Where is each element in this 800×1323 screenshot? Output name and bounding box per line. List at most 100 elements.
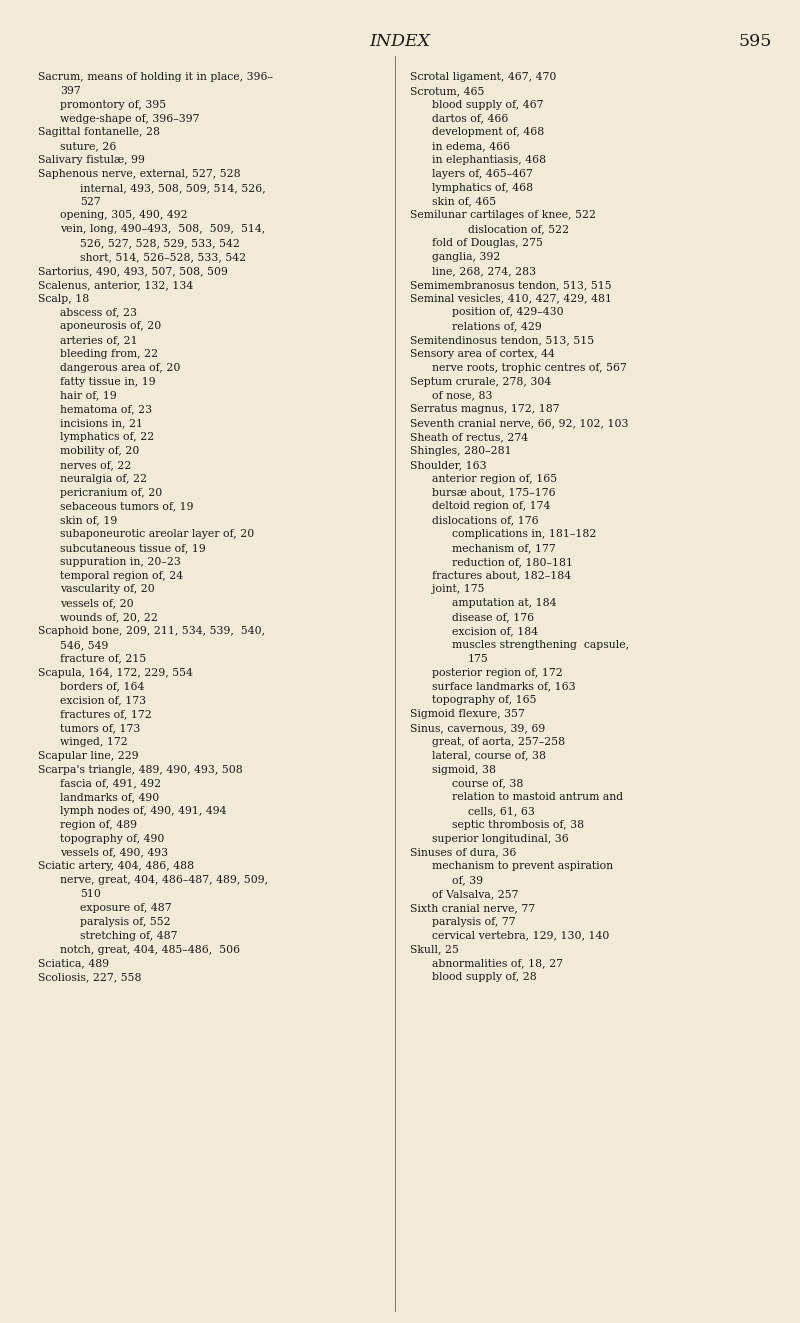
Text: Semitendinosus tendon, 513, 515: Semitendinosus tendon, 513, 515: [410, 335, 594, 345]
Text: Scapular line, 229: Scapular line, 229: [38, 750, 138, 761]
Text: posterior region of, 172: posterior region of, 172: [432, 668, 562, 677]
Text: wedge-shape of, 396–397: wedge-shape of, 396–397: [60, 114, 199, 123]
Text: topography of, 490: topography of, 490: [60, 833, 164, 844]
Text: hematoma of, 23: hematoma of, 23: [60, 405, 152, 414]
Text: promontory of, 395: promontory of, 395: [60, 99, 166, 110]
Text: Shoulder, 163: Shoulder, 163: [410, 460, 486, 470]
Text: excision of, 184: excision of, 184: [452, 626, 538, 636]
Text: Sagittal fontanelle, 28: Sagittal fontanelle, 28: [38, 127, 160, 138]
Text: Sciatic artery, 404, 486, 488: Sciatic artery, 404, 486, 488: [38, 861, 194, 872]
Text: Sinus, cavernous, 39, 69: Sinus, cavernous, 39, 69: [410, 722, 546, 733]
Text: arteries of, 21: arteries of, 21: [60, 335, 138, 345]
Text: Sinuses of dura, 36: Sinuses of dura, 36: [410, 848, 516, 857]
Text: in edema, 466: in edema, 466: [432, 142, 510, 151]
Text: dislocation of, 522: dislocation of, 522: [468, 225, 569, 234]
Text: stretching of, 487: stretching of, 487: [80, 930, 178, 941]
Text: 595: 595: [738, 33, 772, 50]
Text: Sensory area of cortex, 44: Sensory area of cortex, 44: [410, 349, 555, 359]
Text: of, 39: of, 39: [452, 876, 483, 885]
Text: subaponeurotic areolar layer of, 20: subaponeurotic areolar layer of, 20: [60, 529, 254, 538]
Text: position of, 429–430: position of, 429–430: [452, 307, 564, 318]
Text: surface landmarks of, 163: surface landmarks of, 163: [432, 681, 576, 692]
Text: Scrotal ligament, 467, 470: Scrotal ligament, 467, 470: [410, 71, 556, 82]
Text: winged, 172: winged, 172: [60, 737, 128, 746]
Text: ganglia, 392: ganglia, 392: [432, 253, 500, 262]
Text: INDEX: INDEX: [370, 33, 430, 50]
Text: 526, 527, 528, 529, 533, 542: 526, 527, 528, 529, 533, 542: [80, 238, 240, 249]
Text: landmarks of, 490: landmarks of, 490: [60, 792, 159, 802]
Text: joint, 175: joint, 175: [432, 585, 485, 594]
Text: hair of, 19: hair of, 19: [60, 390, 117, 401]
Text: fascia of, 491, 492: fascia of, 491, 492: [60, 778, 161, 789]
Text: tumors of, 173: tumors of, 173: [60, 722, 140, 733]
Text: Scalenus, anterior, 132, 134: Scalenus, anterior, 132, 134: [38, 279, 194, 290]
Text: Sheath of rectus, 274: Sheath of rectus, 274: [410, 433, 528, 442]
Text: aponeurosis of, 20: aponeurosis of, 20: [60, 321, 162, 331]
Text: Semilunar cartilages of knee, 522: Semilunar cartilages of knee, 522: [410, 210, 596, 221]
Text: neuralgia of, 22: neuralgia of, 22: [60, 474, 147, 484]
Text: Scarpa's triangle, 489, 490, 493, 508: Scarpa's triangle, 489, 490, 493, 508: [38, 765, 242, 774]
Text: 546, 549: 546, 549: [60, 640, 108, 650]
Text: deltoid region of, 174: deltoid region of, 174: [432, 501, 550, 512]
Text: vein, long, 490–493,  508,  509,  514,: vein, long, 490–493, 508, 509, 514,: [60, 225, 266, 234]
Text: 510: 510: [80, 889, 101, 900]
Text: dartos of, 466: dartos of, 466: [432, 114, 508, 123]
Text: Sartorius, 490, 493, 507, 508, 509: Sartorius, 490, 493, 507, 508, 509: [38, 266, 228, 277]
Text: anterior region of, 165: anterior region of, 165: [432, 474, 557, 484]
Text: fold of Douglas, 275: fold of Douglas, 275: [432, 238, 543, 249]
Text: Seventh cranial nerve, 66, 92, 102, 103: Seventh cranial nerve, 66, 92, 102, 103: [410, 418, 629, 429]
Text: complications in, 181–182: complications in, 181–182: [452, 529, 596, 538]
Text: incisions in, 21: incisions in, 21: [60, 418, 143, 429]
Text: of Valsalva, 257: of Valsalva, 257: [432, 889, 518, 900]
Text: Scoliosis, 227, 558: Scoliosis, 227, 558: [38, 972, 142, 982]
Text: suture, 26: suture, 26: [60, 142, 116, 151]
Text: fractures of, 172: fractures of, 172: [60, 709, 152, 720]
Text: disease of, 176: disease of, 176: [452, 613, 534, 622]
Text: Sixth cranial nerve, 77: Sixth cranial nerve, 77: [410, 904, 535, 913]
Text: excision of, 173: excision of, 173: [60, 696, 146, 705]
Text: subcutaneous tissue of, 19: subcutaneous tissue of, 19: [60, 542, 206, 553]
Text: nerves of, 22: nerves of, 22: [60, 460, 131, 470]
Text: of nose, 83: of nose, 83: [432, 390, 493, 401]
Text: Skull, 25: Skull, 25: [410, 945, 459, 955]
Text: fatty tissue in, 19: fatty tissue in, 19: [60, 377, 156, 386]
Text: Semimembranosus tendon, 513, 515: Semimembranosus tendon, 513, 515: [410, 279, 612, 290]
Text: Sigmoid flexure, 357: Sigmoid flexure, 357: [410, 709, 525, 720]
Text: Shingles, 280–281: Shingles, 280–281: [410, 446, 512, 456]
Text: 527: 527: [80, 197, 101, 206]
Text: borders of, 164: borders of, 164: [60, 681, 144, 692]
Text: lymph nodes of, 490, 491, 494: lymph nodes of, 490, 491, 494: [60, 806, 226, 816]
Text: lymphatics of, 468: lymphatics of, 468: [432, 183, 533, 193]
Text: 175: 175: [468, 654, 489, 664]
Text: short, 514, 526–528, 533, 542: short, 514, 526–528, 533, 542: [80, 253, 246, 262]
Text: development of, 468: development of, 468: [432, 127, 544, 138]
Text: bursæ about, 175–176: bursæ about, 175–176: [432, 487, 556, 497]
Text: Scapula, 164, 172, 229, 554: Scapula, 164, 172, 229, 554: [38, 668, 193, 677]
Text: abscess of, 23: abscess of, 23: [60, 307, 137, 318]
Text: muscles strengthening  capsule,: muscles strengthening capsule,: [452, 640, 629, 650]
Text: Saphenous nerve, external, 527, 528: Saphenous nerve, external, 527, 528: [38, 169, 241, 179]
Text: line, 268, 274, 283: line, 268, 274, 283: [432, 266, 536, 277]
Text: paralysis of, 552: paralysis of, 552: [80, 917, 170, 927]
Text: cells, 61, 63: cells, 61, 63: [468, 806, 535, 816]
Text: skin of, 465: skin of, 465: [432, 197, 496, 206]
Text: Seminal vesicles, 410, 427, 429, 481: Seminal vesicles, 410, 427, 429, 481: [410, 294, 612, 303]
Text: mechanism of, 177: mechanism of, 177: [452, 542, 556, 553]
Text: fracture of, 215: fracture of, 215: [60, 654, 146, 664]
Text: amputation at, 184: amputation at, 184: [452, 598, 557, 609]
Text: Sacrum, means of holding it in place, 396–: Sacrum, means of holding it in place, 39…: [38, 71, 273, 82]
Text: Sciatica, 489: Sciatica, 489: [38, 958, 109, 968]
Text: in elephantiasis, 468: in elephantiasis, 468: [432, 155, 546, 165]
Text: region of, 489: region of, 489: [60, 820, 137, 830]
Text: wounds of, 20, 22: wounds of, 20, 22: [60, 613, 158, 622]
Text: sigmoid, 38: sigmoid, 38: [432, 765, 496, 774]
Text: dangerous area of, 20: dangerous area of, 20: [60, 363, 180, 373]
Text: vessels of, 20: vessels of, 20: [60, 598, 134, 609]
Text: pericranium of, 20: pericranium of, 20: [60, 487, 162, 497]
Text: temporal region of, 24: temporal region of, 24: [60, 570, 183, 581]
Text: Serratus magnus, 172, 187: Serratus magnus, 172, 187: [410, 405, 560, 414]
Text: suppuration in, 20–23: suppuration in, 20–23: [60, 557, 181, 566]
Text: skin of, 19: skin of, 19: [60, 515, 118, 525]
Text: relations of, 429: relations of, 429: [452, 321, 542, 331]
Text: reduction of, 180–181: reduction of, 180–181: [452, 557, 573, 566]
